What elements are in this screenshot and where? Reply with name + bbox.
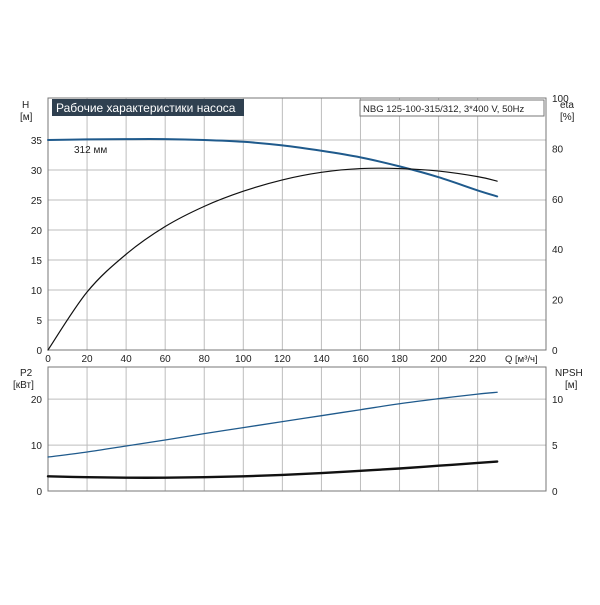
efficiency-axis-unit: [%] [560,112,575,123]
chart-subtitle: NBG 125-100-315/312, 3*400 V, 50Hz [363,104,525,115]
x-axis-tick-label: 140 [313,354,330,365]
left-axis-tick-label: 5 [36,316,42,327]
x-axis-tick-label: 200 [430,354,447,365]
power-axis-ticks: 0 10 20 [31,395,43,498]
right-axis-tick-label: 0 [552,487,558,498]
chart-title-background [52,99,244,116]
right-axis-tick-label: 80 [552,144,564,155]
flow-axis-ticks: 0 20 40 60 80 100 120 140 160 180 200 220 [45,354,486,365]
right-axis-tick-label: 100 [552,94,569,105]
right-axis-tick-label: 5 [552,441,558,452]
right-axis-tick-label: 10 [552,395,564,406]
top-plot-grid [48,98,546,350]
head-curve [47,138,499,198]
left-axis-tick-label: 15 [31,256,43,267]
left-axis-tick-label: 0 [36,487,42,498]
x-axis-tick-label: 180 [391,354,408,365]
right-axis-tick-label: 60 [552,195,564,206]
x-axis-tick-label: 60 [160,354,172,365]
power-axis-unit: [кВт] [13,380,34,391]
left-axis-tick-label: 0 [36,346,42,357]
top-plot-series [47,138,499,351]
x-axis-tick-label: 120 [274,354,291,365]
left-axis-tick-label: 30 [31,166,43,177]
efficiency-curve [47,167,498,351]
left-axis-tick-label: 20 [31,226,43,237]
bottom-plot-series [46,391,499,479]
chart-title: Рабочие характеристики насоса [56,101,236,115]
bottom-plot-frame [47,366,547,492]
left-axis-tick-label: 10 [31,441,43,452]
x-axis-tick-label: 220 [469,354,486,365]
top-plot-frame [47,97,547,351]
right-axis-tick-label: 20 [552,296,564,307]
npsh-axis-ticks: 0 5 10 [552,395,564,498]
left-axis-tick-label: 10 [31,286,43,297]
efficiency-axis-name: eta [560,100,574,111]
x-axis-tick-label: 160 [352,354,369,365]
chart-subtitle-box [359,99,545,117]
x-axis-tick-label: 80 [199,354,211,365]
npsh-curve [46,460,499,479]
bottom-plot-grid [48,367,546,491]
right-axis-tick-label: 0 [552,346,558,357]
npsh-axis-unit: [м] [565,380,578,391]
head-axis-name: H [22,100,29,111]
flow-axis-label: Q [м³/ч] [505,354,538,365]
head-curve-label: 312 мм [74,145,107,156]
power-curve [47,391,498,458]
left-axis-tick-label: 35 [31,136,43,147]
x-axis-tick-label: 40 [121,354,133,365]
right-axis-tick-label: 40 [552,245,564,256]
efficiency-axis-ticks: 0 20 40 60 80 100 [552,94,569,357]
power-axis-name: P2 [20,368,33,379]
x-axis-tick-label: 0 [45,354,51,365]
left-axis-tick-label: 20 [31,395,43,406]
x-axis-tick-label: 100 [235,354,252,365]
npsh-axis-name: NPSH [555,368,583,379]
x-axis-tick-label: 20 [81,354,93,365]
left-axis-tick-label: 25 [31,196,43,207]
head-axis-ticks: 0 5 10 15 20 25 30 35 [31,136,43,357]
head-axis-unit: [м] [20,112,33,123]
